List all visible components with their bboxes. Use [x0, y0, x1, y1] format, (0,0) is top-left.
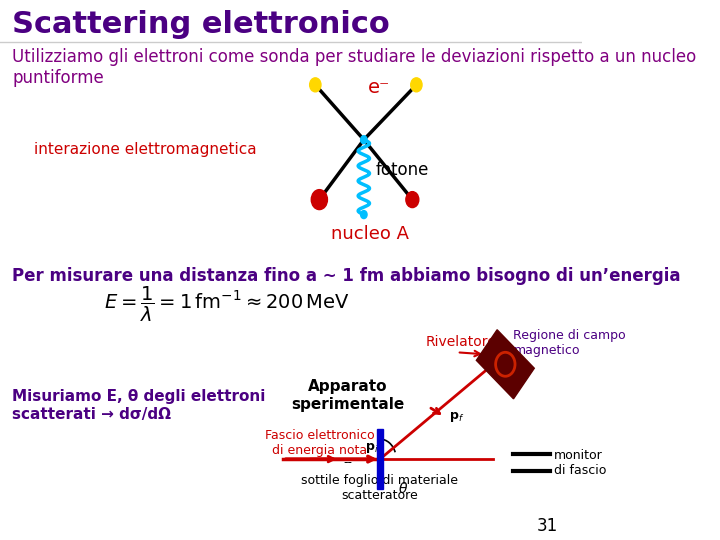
Text: Scattering elettronico: Scattering elettronico: [12, 10, 390, 39]
Text: 31: 31: [536, 517, 558, 535]
Bar: [477, 330, 534, 399]
Text: fotone: fotone: [376, 161, 429, 179]
Text: Utilizziamo gli elettroni come sonda per studiare le deviazioni rispetto a un nu: Utilizziamo gli elettroni come sonda per…: [12, 48, 696, 87]
Bar: [377, 429, 383, 489]
Text: $\theta$: $\theta$: [397, 481, 408, 496]
Text: $\mathbf{p}_f$: $\mathbf{p}_f$: [449, 410, 464, 424]
Text: --: --: [343, 456, 352, 469]
Circle shape: [361, 211, 367, 219]
Text: monitor
di fascio: monitor di fascio: [554, 449, 606, 477]
Text: Fascio elettronico
di energia nota: Fascio elettronico di energia nota: [264, 429, 374, 457]
Text: $\mathbf{p}_i$: $\mathbf{p}_i$: [365, 441, 379, 455]
Text: Misuriamo E, θ degli elettroni
scatterati → dσ/dΩ: Misuriamo E, θ degli elettroni scatterat…: [12, 389, 266, 422]
Circle shape: [361, 136, 367, 144]
Circle shape: [311, 190, 328, 210]
Text: Rivelatore: Rivelatore: [426, 335, 496, 349]
Text: interazione elettromagnetica: interazione elettromagnetica: [35, 142, 257, 157]
Circle shape: [310, 78, 321, 92]
Circle shape: [410, 78, 422, 92]
Circle shape: [406, 192, 419, 207]
Text: Regione di campo
magnetico: Regione di campo magnetico: [513, 329, 626, 357]
Text: $E = \dfrac{1}{\lambda} = 1\,\mathrm{fm}^{-1} \approx 200\,\mathrm{MeV}$: $E = \dfrac{1}{\lambda} = 1\,\mathrm{fm}…: [104, 285, 349, 324]
Text: e⁻: e⁻: [368, 78, 390, 97]
Text: Per misurare una distanza fino a ∼ 1 fm abbiamo bisogno di un’energia: Per misurare una distanza fino a ∼ 1 fm …: [12, 267, 680, 286]
Text: Apparato
sperimentale: Apparato sperimentale: [291, 379, 405, 411]
Text: nucleo A: nucleo A: [331, 225, 410, 242]
Text: sottile foglio di materiale
scatteratore: sottile foglio di materiale scatteratore: [302, 474, 459, 502]
